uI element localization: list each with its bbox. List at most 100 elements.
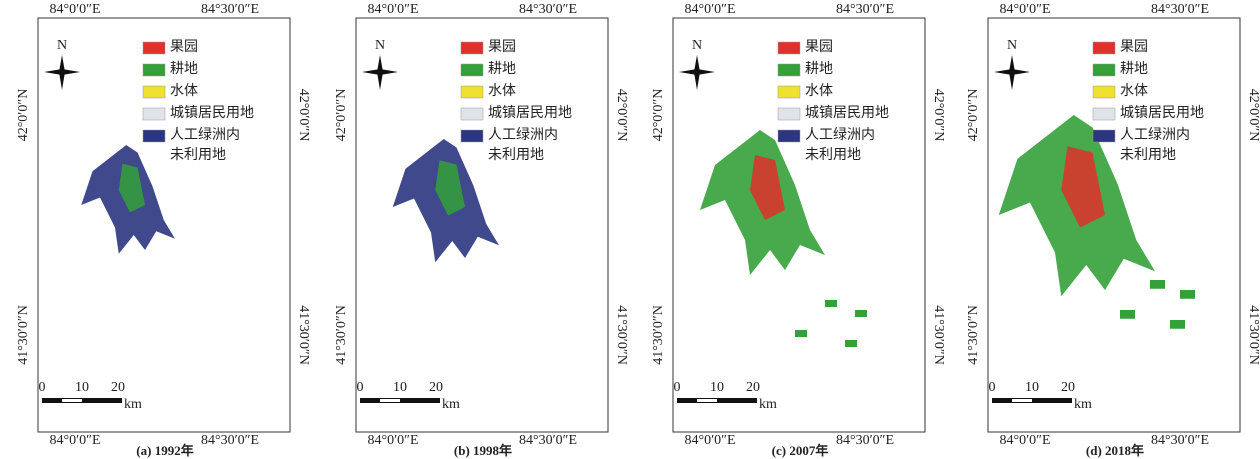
legend-swatch <box>1092 129 1116 143</box>
oasis-core <box>1061 146 1105 228</box>
bottom-coordinate: 84°30′0″E <box>1151 433 1209 448</box>
top-coordinate: 84°30′0″E <box>1151 2 1209 17</box>
legend-swatch <box>777 85 801 99</box>
scale-bar <box>697 399 717 402</box>
legend-swatch <box>777 41 801 55</box>
top-coordinate: 84°0′0″E <box>684 2 735 17</box>
scale-tick-label: 20 <box>746 380 760 395</box>
legend-label: 人工绿洲内 <box>805 127 875 143</box>
oasis-patch <box>1180 290 1195 299</box>
north-arrow <box>44 69 80 75</box>
legend-label: 果园 <box>805 40 833 55</box>
top-coordinate: 84°0′0″E <box>999 2 1050 17</box>
oasis-core <box>118 163 145 213</box>
scale-unit: km <box>124 397 142 412</box>
left-coordinate: 41°30′0″N <box>16 305 31 365</box>
bottom-coordinate: 84°30′0″E <box>201 433 259 448</box>
scale-tick-label: 20 <box>429 380 443 395</box>
left-coordinate: 42°0′0″N <box>651 89 666 142</box>
top-coordinate: 84°30′0″E <box>201 2 259 17</box>
oasis-patch <box>1120 310 1135 319</box>
legend-swatch <box>1092 85 1116 99</box>
legend-swatch <box>1092 63 1116 77</box>
scale-bar <box>380 399 400 402</box>
legend-swatch <box>142 41 166 55</box>
bottom-coordinate: 84°0′0″E <box>367 433 418 448</box>
scale-tick-label: 0 <box>674 380 681 395</box>
north-label: N <box>1007 38 1017 53</box>
scale-tick-label: 10 <box>393 380 407 395</box>
right-coordinate: 42°0′0″N <box>296 89 311 142</box>
legend-label: 水体 <box>488 83 516 99</box>
legend-swatch <box>142 63 166 77</box>
north-label: N <box>375 38 385 53</box>
legend-swatch <box>460 41 484 55</box>
oasis-core <box>435 160 465 216</box>
scale-bar <box>62 399 82 402</box>
bottom-coordinate: 84°0′0″E <box>684 433 735 448</box>
legend-label: 人工绿洲内 <box>170 127 240 143</box>
north-arrow <box>994 69 1030 75</box>
scale-unit: km <box>442 397 460 412</box>
legend-swatch <box>777 107 801 121</box>
legend-label: 耕地 <box>805 60 833 77</box>
legend-label: 未利用地 <box>170 147 226 163</box>
legend-label: 人工绿洲内 <box>488 127 558 143</box>
legend-label: 未利用地 <box>1120 147 1176 163</box>
oasis-patch <box>855 310 867 317</box>
legend-swatch <box>142 85 166 99</box>
bottom-coordinate: 84°30′0″E <box>519 433 577 448</box>
left-coordinate: 41°30′0″N <box>966 305 981 365</box>
legend-label: 城镇居民用地 <box>805 105 889 121</box>
legend-label: 耕地 <box>170 60 198 77</box>
scale-tick-label: 0 <box>989 380 996 395</box>
legend-swatch <box>777 129 801 143</box>
bottom-coordinate: 84°30′0″E <box>836 433 894 448</box>
right-coordinate: 41°30′0″N <box>931 305 946 365</box>
panel-caption: (c) 2007年 <box>772 443 829 458</box>
legend-label: 人工绿洲内 <box>1120 127 1190 143</box>
legend-label: 城镇居民用地 <box>488 105 572 121</box>
left-coordinate: 42°0′0″N <box>966 89 981 142</box>
north-arrow <box>362 69 398 75</box>
legend-label: 耕地 <box>1120 60 1148 77</box>
legend-label: 水体 <box>1120 83 1148 99</box>
scale-tick-label: 0 <box>357 380 364 395</box>
legend-label: 果园 <box>170 40 198 55</box>
scale-tick-label: 10 <box>75 380 89 395</box>
scale-unit: km <box>1074 397 1092 412</box>
oasis-patch <box>795 330 807 337</box>
oasis-patch <box>825 300 837 307</box>
scale-bar <box>1012 399 1032 402</box>
top-coordinate: 84°30′0″E <box>836 2 894 17</box>
legend-swatch <box>1092 41 1116 55</box>
bottom-coordinate: 84°0′0″E <box>49 433 100 448</box>
panel-caption: (d) 2018年 <box>1086 443 1144 458</box>
legend-label: 水体 <box>805 83 833 99</box>
right-coordinate: 41°30′0″N <box>296 305 311 365</box>
legend-label: 果园 <box>1120 40 1148 55</box>
right-coordinate: 42°0′0″N <box>1246 89 1260 142</box>
left-coordinate: 41°30′0″N <box>651 305 666 365</box>
scale-tick-label: 10 <box>710 380 724 395</box>
north-label: N <box>692 38 702 53</box>
right-coordinate: 42°0′0″N <box>931 89 946 142</box>
oasis-core <box>750 155 785 220</box>
legend-swatch <box>777 63 801 77</box>
oasis-patch <box>1150 280 1165 289</box>
oasis-patch <box>845 340 857 347</box>
legend-swatch <box>1092 107 1116 121</box>
scale-tick-label: 10 <box>1025 380 1039 395</box>
top-coordinate: 84°0′0″E <box>49 2 100 17</box>
right-coordinate: 41°30′0″N <box>1246 305 1260 365</box>
legend-label: 城镇居民用地 <box>1120 105 1204 121</box>
top-coordinate: 84°30′0″E <box>519 2 577 17</box>
legend-label: 未利用地 <box>488 147 544 163</box>
top-coordinate: 84°0′0″E <box>367 2 418 17</box>
